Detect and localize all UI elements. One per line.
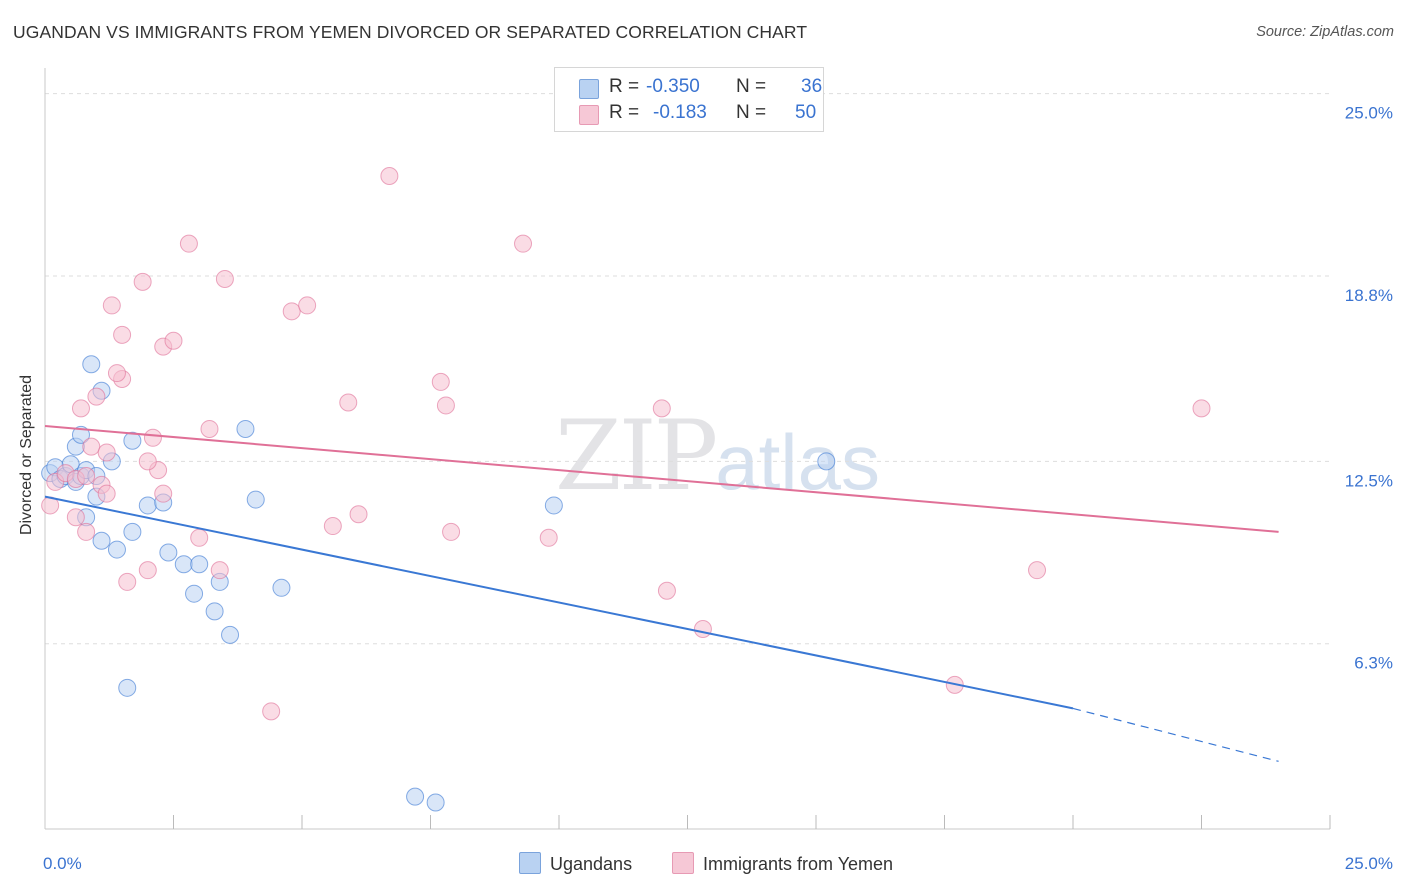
legend-r-value: -0.183 bbox=[653, 102, 707, 123]
legend-n-label: N = bbox=[736, 76, 767, 97]
point-ugandans bbox=[221, 625, 240, 644]
point-yemen bbox=[77, 467, 96, 486]
point-ugandans bbox=[107, 540, 126, 559]
legend-r-label: R = bbox=[609, 102, 640, 123]
y-tick-label: 18.8% bbox=[1345, 286, 1393, 305]
legend-n-value: 50 bbox=[795, 102, 817, 123]
point-yemen bbox=[323, 517, 342, 536]
point-ugandans bbox=[246, 490, 265, 509]
watermark-zip: ZIP bbox=[555, 400, 718, 512]
legend-n-value: 36 bbox=[801, 76, 823, 97]
point-yemen bbox=[87, 387, 106, 406]
point-ugandans bbox=[236, 419, 255, 438]
point-yemen bbox=[164, 331, 183, 350]
legend-swatch-pink bbox=[579, 105, 599, 125]
legend-r-value: -0.350 bbox=[646, 76, 700, 97]
legend-swatch-blue bbox=[579, 79, 599, 99]
point-yemen bbox=[138, 452, 157, 471]
point-ugandans bbox=[205, 602, 224, 621]
legend-n-label: N = bbox=[736, 102, 767, 123]
point-yemen bbox=[71, 399, 90, 418]
point-ugandans bbox=[174, 555, 193, 574]
y-tick-label: 12.5% bbox=[1345, 471, 1393, 490]
point-ugandans bbox=[92, 531, 111, 550]
y-axis-label: Divorced or Separated bbox=[18, 374, 35, 536]
point-yemen bbox=[77, 522, 96, 541]
point-yemen bbox=[133, 272, 152, 291]
legend-label-ugandans: Ugandans bbox=[550, 854, 633, 874]
point-yemen bbox=[436, 396, 455, 415]
y-tick-label: 6.3% bbox=[1354, 654, 1393, 673]
point-yemen bbox=[652, 399, 671, 418]
point-yemen bbox=[97, 443, 116, 462]
point-yemen bbox=[143, 428, 162, 447]
point-yemen bbox=[693, 619, 712, 638]
x-tick-label: 25.0% bbox=[1345, 854, 1393, 873]
point-yemen bbox=[210, 561, 229, 580]
point-yemen bbox=[442, 522, 461, 541]
point-ugandans bbox=[426, 793, 445, 812]
trendline-yemen bbox=[44, 425, 1279, 533]
point-yemen bbox=[102, 296, 121, 315]
point-yemen bbox=[82, 437, 101, 456]
chart-source: Source: ZipAtlas.com bbox=[1256, 24, 1394, 40]
legend-swatch-pink bbox=[672, 852, 694, 874]
point-ugandans bbox=[123, 431, 142, 450]
point-yemen bbox=[97, 484, 116, 503]
watermark: ZIPatlas bbox=[555, 400, 880, 512]
point-yemen bbox=[107, 364, 126, 383]
point-yemen bbox=[539, 528, 558, 547]
point-ugandans bbox=[185, 584, 204, 603]
point-yemen bbox=[262, 702, 281, 721]
point-ugandans bbox=[544, 496, 563, 515]
point-yemen bbox=[215, 269, 234, 288]
point-yemen bbox=[200, 419, 219, 438]
point-ugandans bbox=[817, 452, 836, 471]
point-yemen bbox=[1192, 399, 1211, 418]
point-ugandans bbox=[71, 425, 90, 444]
point-yemen bbox=[349, 505, 368, 524]
point-ugandans bbox=[190, 555, 209, 574]
legend-r-label: R = bbox=[609, 76, 640, 97]
point-yemen bbox=[154, 484, 173, 503]
point-yemen bbox=[66, 508, 85, 527]
point-ugandans bbox=[159, 543, 178, 562]
point-yemen bbox=[190, 528, 209, 547]
correlation-legend: R = -0.350 N = 36 R = -0.183 N = 50 bbox=[554, 67, 824, 132]
point-yemen bbox=[514, 234, 533, 253]
y-tick-label: 25.0% bbox=[1345, 104, 1393, 123]
point-yemen bbox=[657, 581, 676, 600]
trendline-ugandans bbox=[44, 495, 1074, 710]
legend-swatch-blue bbox=[519, 852, 541, 874]
legend-item-yemen: Immigrants from Yemen bbox=[672, 852, 893, 875]
point-ugandans bbox=[138, 496, 157, 515]
point-yemen bbox=[431, 372, 450, 391]
point-yemen bbox=[380, 167, 399, 186]
trendline-extension bbox=[1072, 707, 1279, 762]
point-yemen bbox=[118, 572, 137, 591]
legend-label-yemen: Immigrants from Yemen bbox=[703, 854, 894, 874]
point-yemen bbox=[138, 561, 157, 580]
point-yemen bbox=[339, 393, 358, 412]
point-ugandans bbox=[118, 678, 137, 697]
point-yemen bbox=[179, 234, 198, 253]
x-tick-label: 0.0% bbox=[43, 854, 82, 873]
point-yemen bbox=[282, 302, 301, 321]
point-yemen bbox=[1028, 561, 1047, 580]
point-ugandans bbox=[272, 578, 291, 597]
point-yemen bbox=[113, 325, 132, 344]
chart-title: UGANDAN VS IMMIGRANTS FROM YEMEN DIVORCE… bbox=[13, 22, 808, 42]
point-ugandans bbox=[123, 522, 142, 541]
point-ugandans bbox=[82, 355, 101, 374]
legend-item-ugandans: Ugandans bbox=[519, 852, 632, 875]
point-ugandans bbox=[406, 787, 425, 806]
point-yemen bbox=[298, 296, 317, 315]
